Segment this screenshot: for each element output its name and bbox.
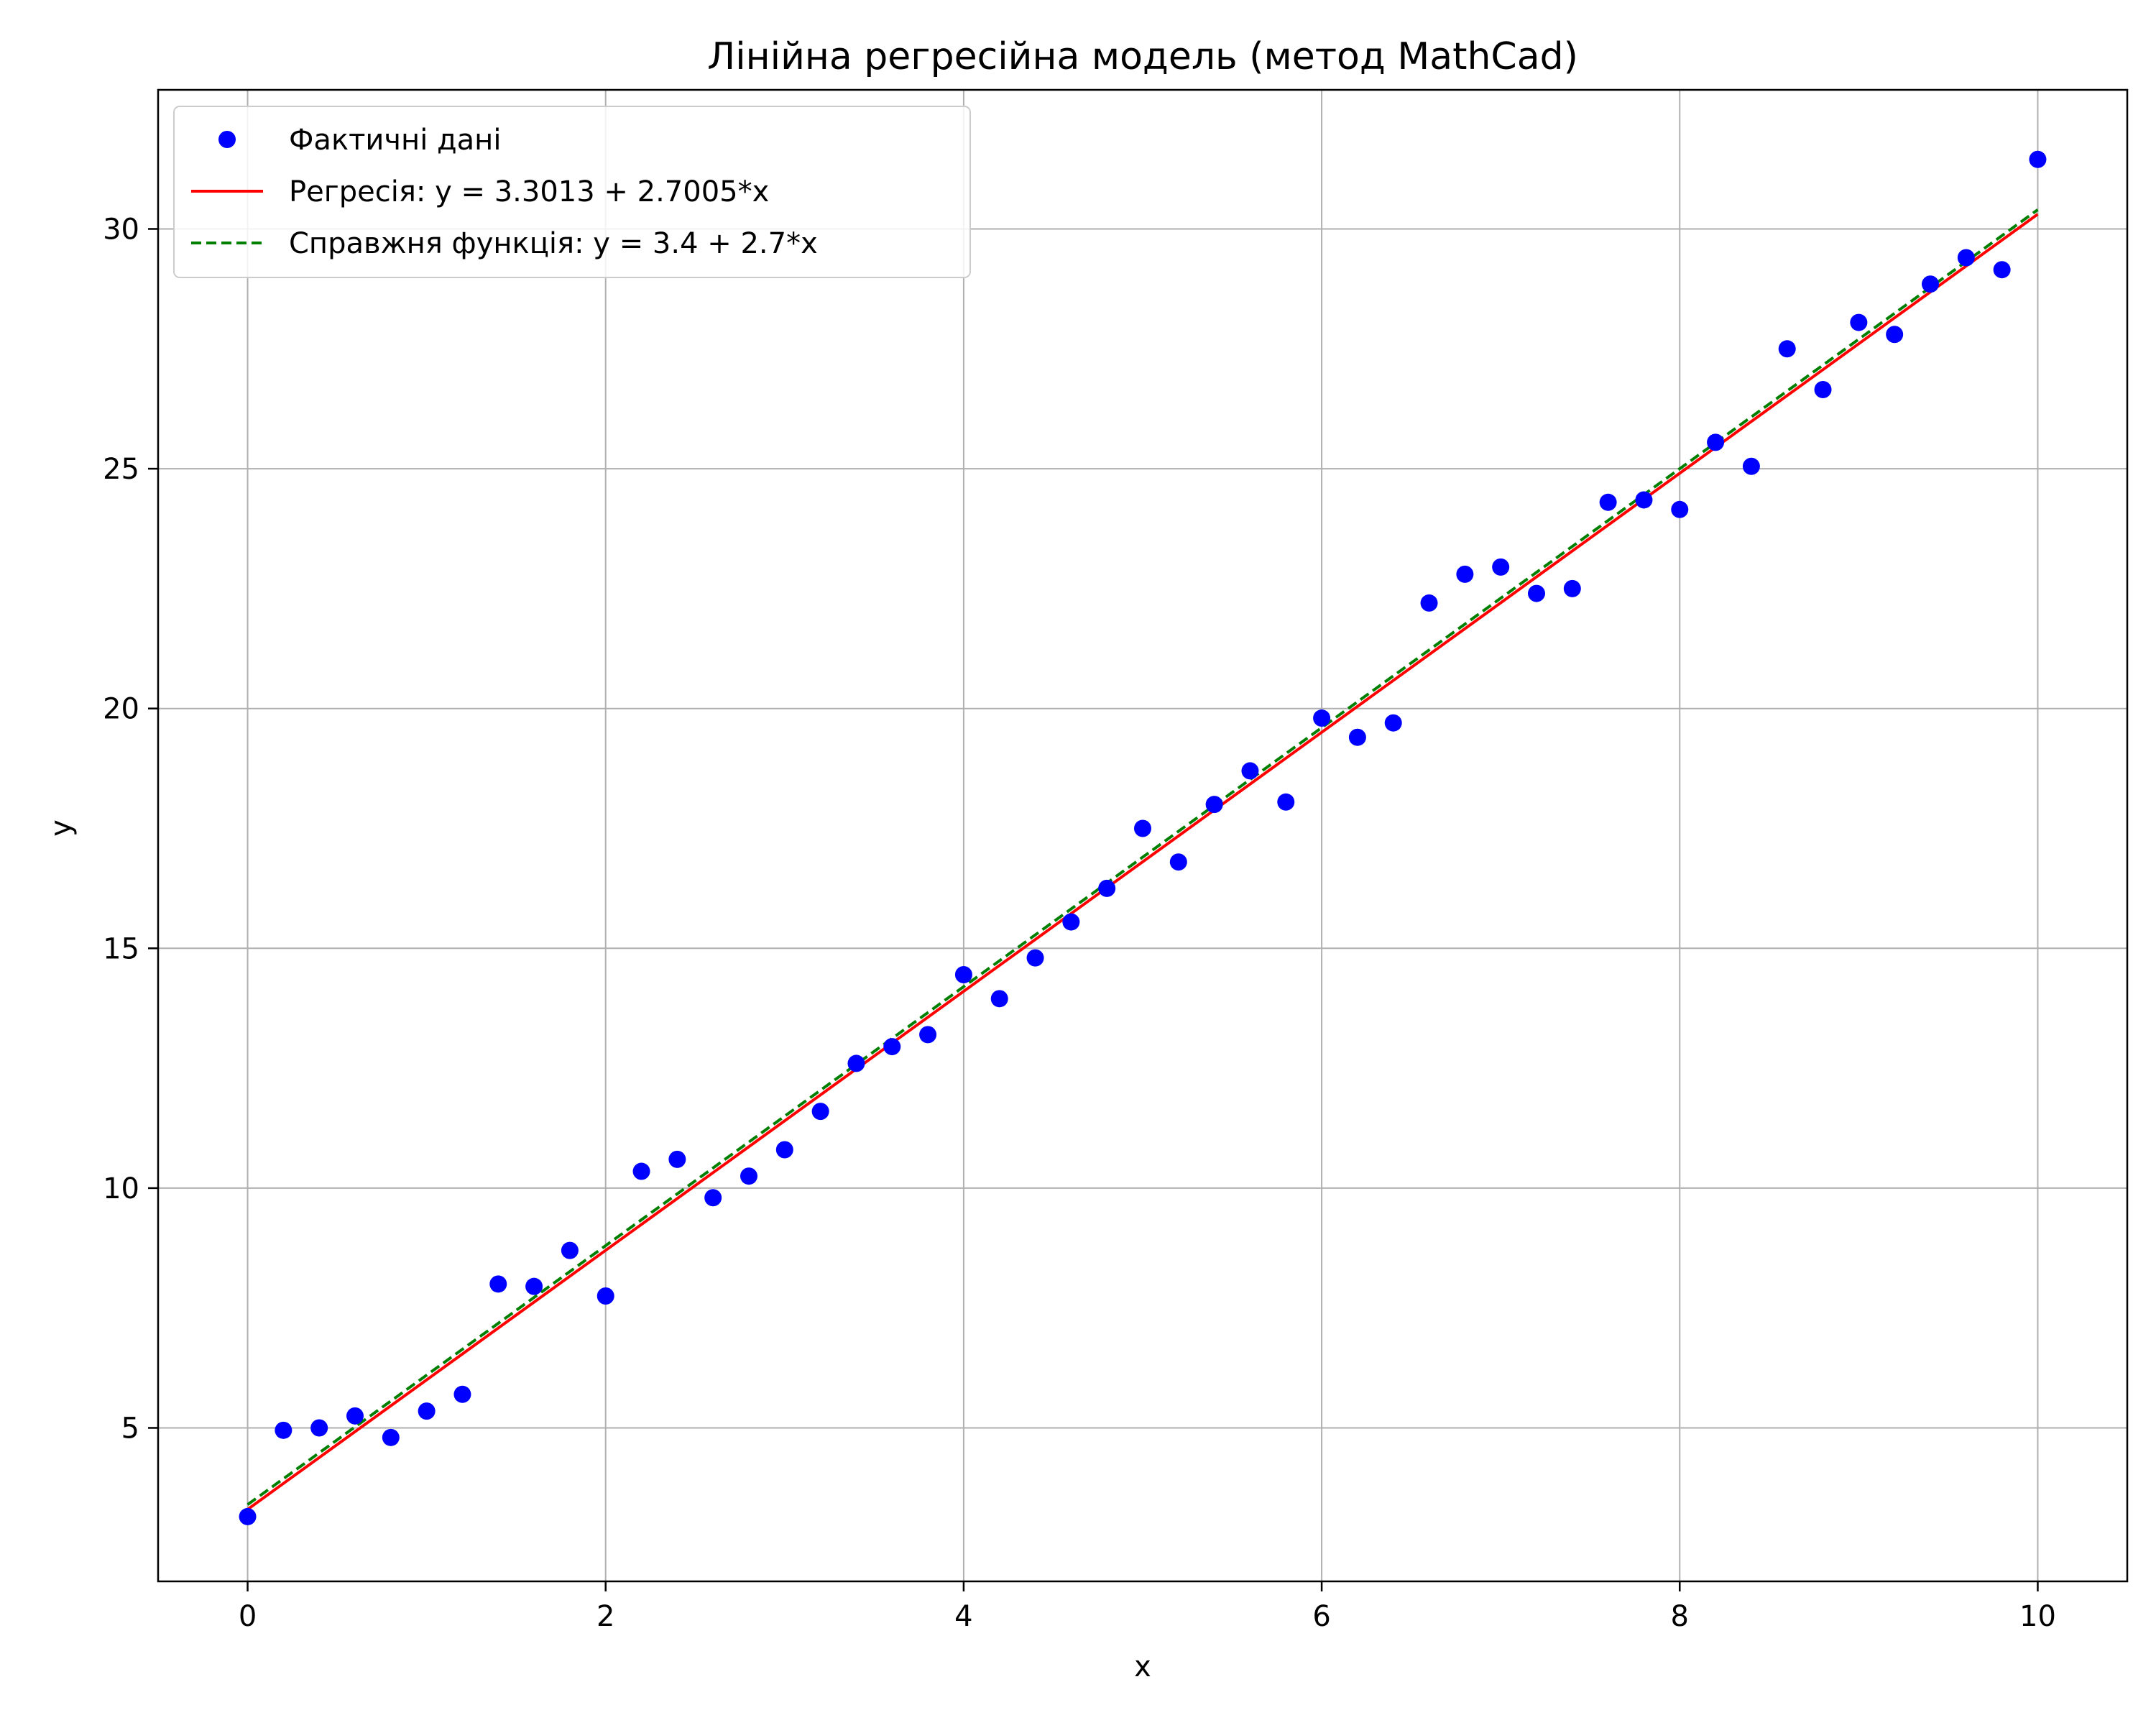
data-point	[1528, 584, 1545, 602]
data-point	[954, 965, 972, 983]
x-tick-label: 6	[1312, 1600, 1330, 1633]
y-tick-label: 30	[103, 213, 139, 246]
data-point	[1599, 493, 1617, 511]
legend: Фактичні дані Регресія: y = 3.3013 + 2.70…	[173, 106, 971, 278]
y-tick-label: 20	[103, 693, 139, 726]
data-point	[1922, 275, 1939, 293]
data-point	[1062, 913, 1080, 931]
data-point	[1241, 762, 1259, 780]
data-point	[453, 1385, 471, 1403]
data-point	[1742, 457, 1760, 475]
data-point	[632, 1162, 650, 1180]
data-point	[1671, 500, 1689, 518]
data-point	[561, 1241, 579, 1259]
axes-frame	[157, 88, 2129, 1583]
data-point	[811, 1103, 829, 1121]
x-tick-label: 0	[239, 1600, 257, 1633]
data-point	[346, 1407, 364, 1425]
data-point	[1492, 558, 1510, 576]
data-point	[1814, 381, 1832, 399]
y-axis-label: y	[45, 819, 78, 837]
data-point	[1277, 793, 1295, 811]
data-point	[1957, 249, 1975, 267]
data-point	[740, 1167, 757, 1185]
y-tick-label: 10	[103, 1172, 139, 1205]
data-point	[2029, 150, 2047, 168]
legend-box	[173, 106, 971, 278]
data-point	[1205, 796, 1223, 814]
data-point	[1134, 819, 1151, 837]
data-point	[990, 990, 1008, 1008]
data-point	[310, 1419, 328, 1437]
data-point	[382, 1428, 400, 1446]
data-point	[1098, 879, 1116, 897]
data-point	[1313, 709, 1331, 727]
data-point	[489, 1275, 507, 1293]
data-point	[1850, 313, 1868, 331]
data-point	[1420, 594, 1438, 612]
data-point	[1707, 433, 1725, 451]
data-point	[1348, 728, 1366, 746]
true-function-line	[247, 208, 2039, 1506]
x-tick-label: 8	[1671, 1600, 1689, 1633]
data-point	[668, 1150, 686, 1168]
y-tick-label: 25	[103, 453, 139, 486]
data-point	[1384, 714, 1402, 732]
x-tick-label: 4	[954, 1600, 972, 1633]
data-point	[704, 1189, 722, 1207]
data-point	[1886, 326, 1904, 344]
plot-area: 0 2 4 6 8 10 5 10 15 20 25 30	[103, 88, 2129, 1633]
data-point	[1993, 261, 2011, 279]
y-tick-label: 5	[121, 1412, 139, 1445]
data-point	[847, 1054, 865, 1072]
data-point	[1563, 579, 1581, 597]
data-point	[596, 1287, 614, 1305]
chart-title: Лінійна регресійна модель (метод MathCad…	[707, 35, 1578, 78]
x-axis-label: x	[1134, 1650, 1151, 1683]
data-point	[1635, 491, 1653, 509]
x-tick-label: 10	[2019, 1600, 2056, 1633]
regression-line	[247, 213, 2039, 1511]
legend-label: Регресія: y = 3.3013 + 2.7005*x	[289, 175, 769, 208]
data-point	[525, 1277, 543, 1295]
data-point	[1169, 853, 1187, 871]
data-point	[775, 1141, 793, 1159]
data-point	[239, 1507, 257, 1525]
data-point	[418, 1402, 436, 1420]
legend-label: Фактичні дані	[289, 124, 501, 157]
data-point	[1778, 340, 1796, 358]
x-tick-label: 2	[596, 1600, 614, 1633]
y-tick-label: 15	[103, 932, 139, 965]
data-point	[919, 1026, 937, 1044]
data-point	[275, 1421, 292, 1439]
data-point	[1456, 565, 1474, 583]
legend-marker-scatter	[218, 131, 236, 148]
data-point	[1026, 949, 1044, 967]
data-point	[883, 1038, 901, 1056]
legend-label: Справжня функція: y = 3.4 + 2.7*x	[289, 227, 818, 260]
